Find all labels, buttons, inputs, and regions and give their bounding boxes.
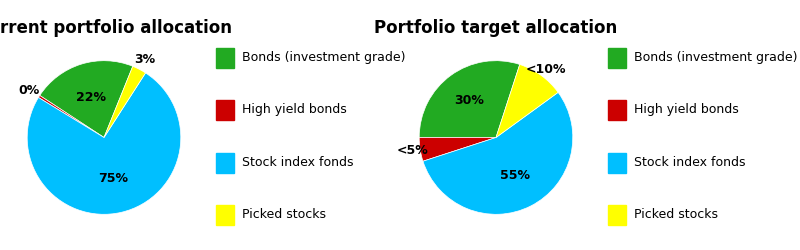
Title: Current portfolio allocation: Current portfolio allocation xyxy=(0,19,232,37)
Wedge shape xyxy=(419,138,496,161)
Title: Portfolio target allocation: Portfolio target allocation xyxy=(374,19,618,37)
Text: 55%: 55% xyxy=(500,169,530,182)
Text: High yield bonds: High yield bonds xyxy=(242,104,346,117)
Wedge shape xyxy=(104,66,146,138)
Wedge shape xyxy=(27,73,181,214)
Text: Picked stocks: Picked stocks xyxy=(242,208,326,222)
Text: Stock index fonds: Stock index fonds xyxy=(634,156,745,169)
Wedge shape xyxy=(40,61,133,138)
Text: 22%: 22% xyxy=(76,91,106,104)
Wedge shape xyxy=(423,92,573,214)
Text: Picked stocks: Picked stocks xyxy=(634,208,718,222)
Text: 75%: 75% xyxy=(98,172,129,185)
Text: 0%: 0% xyxy=(18,84,40,97)
Text: Bonds (investment grade): Bonds (investment grade) xyxy=(242,51,405,64)
Wedge shape xyxy=(419,61,520,138)
Wedge shape xyxy=(38,96,104,138)
Text: <5%: <5% xyxy=(397,144,429,157)
Text: Stock index fonds: Stock index fonds xyxy=(242,156,353,169)
Text: Bonds (investment grade): Bonds (investment grade) xyxy=(634,51,797,64)
Text: 30%: 30% xyxy=(454,94,484,107)
Text: <10%: <10% xyxy=(526,63,566,76)
Text: High yield bonds: High yield bonds xyxy=(634,104,738,117)
Text: 3%: 3% xyxy=(134,52,155,66)
Wedge shape xyxy=(496,64,558,138)
